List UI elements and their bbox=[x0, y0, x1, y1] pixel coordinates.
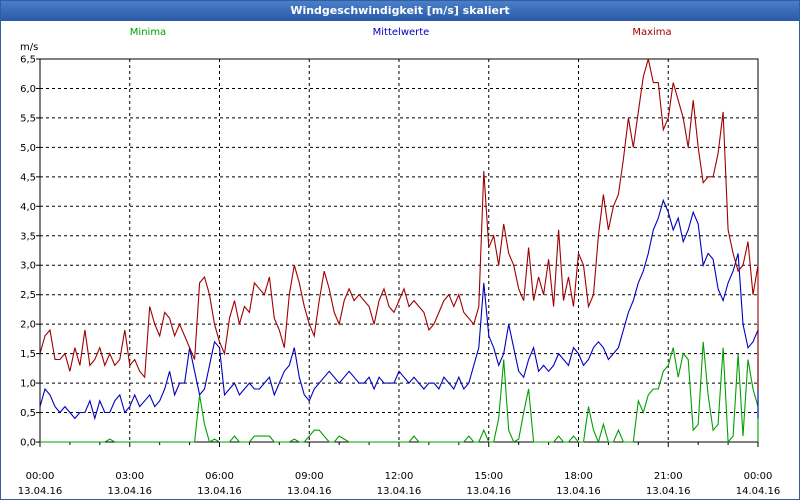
x-tick-time-label: 00:00 bbox=[744, 471, 773, 482]
y-tick-label: 0,0 bbox=[20, 438, 36, 449]
y-tick-label: 6,5 bbox=[20, 55, 36, 66]
y-tick-label: 6,0 bbox=[20, 84, 36, 95]
y-tick-label: 3,0 bbox=[20, 261, 36, 272]
x-tick-date-label: 13.04.16 bbox=[377, 486, 422, 497]
x-tick-date-label: 13.04.16 bbox=[107, 486, 152, 497]
x-tick-time-label: 06:00 bbox=[205, 471, 234, 482]
y-tick-label: 3,5 bbox=[20, 231, 36, 242]
x-tick-date-label: 13.04.16 bbox=[556, 486, 601, 497]
legend: Minima Mittelwerte Maxima bbox=[130, 27, 672, 38]
series-line-minima bbox=[40, 341, 759, 444]
x-tick-time-label: 18:00 bbox=[564, 471, 593, 482]
y-tick-label: 5,5 bbox=[20, 113, 36, 124]
y-tick-label: 1,5 bbox=[20, 349, 36, 360]
y-axis: 0,0 0,5 1,0 1,5 2,0 2,5 3,0 3,5 4,0 4,5 5,0 5,5 6,0 6… bbox=[20, 55, 40, 449]
y-axis-unit-label: m/s bbox=[20, 42, 38, 53]
window-title: Windgeschwindigkeit [m/s] skaliert bbox=[1, 1, 799, 21]
x-axis: 00:00 13.04.16 03:00 13.04.16 06:00 13.04.16 0… bbox=[18, 442, 781, 497]
series-line-maxima bbox=[39, 58, 759, 389]
y-tick-label: 5,0 bbox=[20, 143, 36, 154]
series-line-mittelwerte bbox=[39, 198, 759, 421]
y-tick-label: 2,5 bbox=[20, 290, 36, 301]
y-tick-label: 0,5 bbox=[20, 408, 36, 419]
legend-entry-mittelwerte: Mittelwerte bbox=[373, 27, 430, 38]
y-tick-label: 2,0 bbox=[20, 320, 36, 331]
x-tick-time-label: 21:00 bbox=[654, 471, 683, 482]
x-tick-date-label: 13.04.16 bbox=[466, 486, 511, 497]
x-tick-date-label: 13.04.16 bbox=[197, 486, 242, 497]
y-tick-label: 4,5 bbox=[20, 172, 36, 183]
x-tick-time-label: 12:00 bbox=[385, 471, 414, 482]
legend-entry-maxima: Maxima bbox=[632, 27, 671, 38]
x-tick-date-label: 13.04.16 bbox=[646, 486, 691, 497]
x-tick-time-label: 15:00 bbox=[474, 471, 503, 482]
x-tick-time-label: 03:00 bbox=[115, 471, 144, 482]
x-tick-time-label: 09:00 bbox=[295, 471, 324, 482]
x-tick-date-label: 13.04.16 bbox=[18, 486, 63, 497]
x-tick-date-label: 13.04.16 bbox=[287, 486, 332, 497]
y-tick-label: 4,0 bbox=[20, 202, 36, 213]
x-tick-time-label: 00:00 bbox=[26, 471, 55, 482]
x-tick-date-label: 14.04.16 bbox=[736, 486, 781, 497]
grid bbox=[40, 59, 758, 442]
legend-entry-minima: Minima bbox=[130, 27, 166, 38]
y-tick-label: 1,0 bbox=[20, 379, 36, 390]
series-lines bbox=[39, 58, 759, 444]
